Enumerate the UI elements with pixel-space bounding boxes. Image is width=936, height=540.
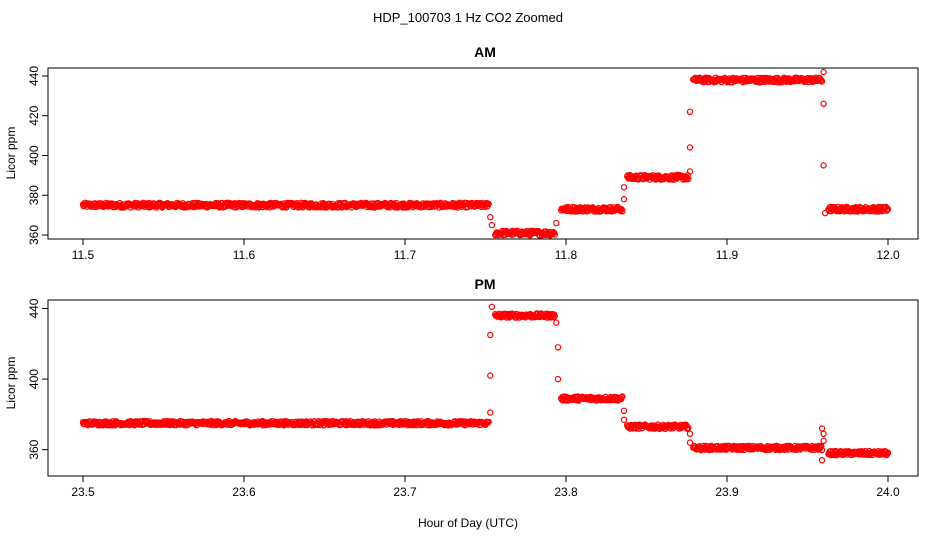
x-tick-label: 11.6 [233, 248, 256, 262]
data-point [884, 449, 892, 456]
panel-pm-points [79, 303, 892, 464]
panel-am-title: AM [474, 44, 496, 60]
y-tick-label: 400 [27, 369, 41, 389]
data-point [487, 213, 494, 221]
panel-am-y-ticks: 360 380 400 420 440 [27, 66, 48, 245]
y-tick-label: 400 [27, 145, 41, 165]
data-point [818, 446, 826, 454]
panel-am-points [79, 68, 892, 239]
x-tick-label: 23.9 [715, 485, 739, 499]
data-point [620, 407, 628, 414]
panel-am-frame [47, 67, 919, 240]
data-point [818, 442, 825, 450]
data-point [686, 168, 694, 175]
y-tick-label: 440 [27, 66, 41, 86]
data-point [685, 424, 692, 432]
y-tick-label: 440 [27, 298, 41, 318]
data-point [554, 375, 562, 383]
data-point [822, 209, 829, 217]
data-point [551, 313, 558, 320]
x-tick-label: 11.5 [72, 248, 95, 262]
data-point [820, 68, 827, 76]
data-point [487, 372, 494, 379]
data-point [685, 175, 692, 183]
x-tick-label: 23.8 [554, 485, 578, 499]
data-point [818, 425, 826, 432]
data-point [820, 430, 827, 437]
y-tick-label: 420 [27, 105, 41, 125]
panel-pm-ylabel: Licor ppm [4, 357, 18, 410]
data-point [619, 208, 626, 215]
panel-pm-title: PM [475, 276, 496, 292]
data-point [487, 331, 494, 339]
data-point [485, 418, 492, 426]
x-tick-label: 11.7 [394, 248, 417, 262]
data-point [686, 439, 694, 446]
data-point [884, 205, 892, 213]
x-tick-label: 24.0 [876, 485, 900, 499]
data-point [620, 184, 628, 191]
data-point [686, 144, 694, 151]
panel-am-ylabel: Licor ppm [4, 127, 18, 180]
y-tick-label: 360 [27, 439, 41, 459]
x-tick-label: 23.5 [71, 485, 95, 499]
panel-pm: PM 23.5 23.6 23.7 23.8 23.9 24.0 360 400 440 Li… [4, 276, 919, 499]
data-point [485, 200, 492, 208]
data-point [818, 78, 826, 85]
data-point [686, 430, 694, 437]
figure-title: HDP_100703 1 Hz CO2 Zoomed [373, 10, 563, 25]
data-point [487, 409, 494, 416]
data-point [619, 393, 626, 400]
panel-am-x-ticks: 11.5 11.6 11.7 11.8 11.9 12.0 [72, 239, 900, 262]
x-tick-label: 11.8 [555, 248, 578, 262]
data-point [820, 162, 827, 169]
x-tick-label: 12.0 [876, 248, 900, 262]
x-tick-label: 23.7 [393, 485, 417, 499]
data-point [551, 231, 558, 238]
panel-pm-x-ticks: 23.5 23.6 23.7 23.8 23.9 24.0 [71, 476, 900, 499]
data-point [554, 344, 562, 351]
data-point [686, 108, 694, 116]
panel-pm-y-ticks: 360 400 440 [27, 298, 48, 460]
data-point [820, 437, 827, 444]
y-tick-label: 360 [27, 225, 41, 245]
data-point [553, 319, 560, 326]
x-tick-label: 11.9 [716, 248, 739, 262]
data-point [553, 219, 560, 227]
data-point [620, 416, 628, 423]
x-axis-label: Hour of Day (UTC) [418, 516, 518, 530]
x-tick-label: 23.6 [232, 485, 256, 499]
panel-pm-frame [47, 299, 919, 477]
data-point [367, 200, 375, 207]
data-point [820, 100, 827, 108]
data-point [818, 457, 826, 464]
y-tick-label: 380 [27, 185, 41, 205]
data-point [620, 195, 628, 203]
data-point [488, 303, 496, 310]
panel-am: AM 11.5 11.6 11.7 11.8 11.9 12.0 360 380 400 420… [4, 44, 919, 262]
data-point [488, 221, 496, 229]
